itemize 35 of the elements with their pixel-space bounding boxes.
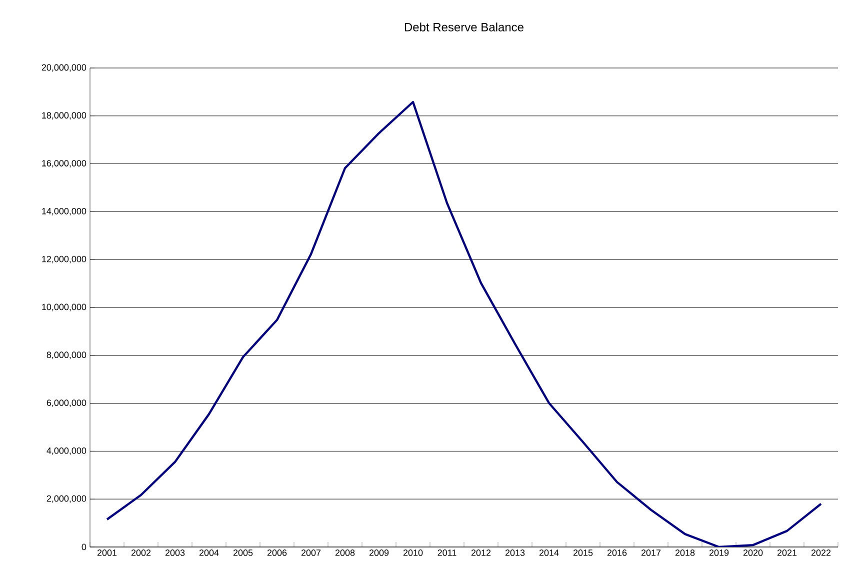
x-tick-label: 2019 bbox=[709, 550, 729, 556]
x-tick-label: 2006 bbox=[267, 550, 287, 556]
x-tick-label: 2021 bbox=[777, 550, 797, 556]
x-tick-label: 2008 bbox=[335, 550, 355, 556]
x-tick-label: 2018 bbox=[675, 550, 695, 556]
x-tick-label: 2020 bbox=[743, 550, 763, 556]
y-tick-label: 20,000,000 bbox=[42, 64, 86, 72]
y-tick-label: 10,000,000 bbox=[42, 304, 86, 312]
y-tick-label: 6,000,000 bbox=[46, 400, 86, 407]
y-tick-label: 0 bbox=[82, 544, 86, 550]
x-tick-label: 2003 bbox=[165, 550, 185, 556]
y-tick-label: 16,000,000 bbox=[42, 160, 86, 168]
y-tick-label: 12,000,000 bbox=[42, 256, 86, 264]
x-tick-label: 2011 bbox=[438, 550, 456, 556]
x-tick-label: 2017 bbox=[641, 550, 661, 556]
x-tick-label: 2009 bbox=[369, 550, 389, 556]
x-tick-label: 2005 bbox=[233, 550, 253, 556]
line-series bbox=[106, 100, 822, 547]
y-tick-label: 8,000,000 bbox=[46, 352, 86, 360]
y-tick-label: 14,000,000 bbox=[42, 208, 86, 216]
x-tick-label: 2004 bbox=[199, 550, 219, 556]
x-tick-label: 2002 bbox=[131, 550, 151, 556]
x-tick-label: 2022 bbox=[811, 550, 831, 556]
x-tick-label: 2007 bbox=[301, 550, 321, 556]
x-tick-label: 2016 bbox=[607, 550, 627, 556]
chart-title: Debt Reserve Balance bbox=[404, 22, 524, 32]
x-tick-label: 2014 bbox=[539, 550, 559, 556]
y-tick-label: 4,000,000 bbox=[46, 447, 86, 455]
x-tick-label: 2001 bbox=[97, 550, 117, 556]
x-tick-label: 2015 bbox=[573, 550, 593, 556]
x-tick-label: 2013 bbox=[505, 550, 525, 556]
x-tick-label: 2010 bbox=[403, 550, 423, 556]
y-tick-label: 18,000,000 bbox=[42, 112, 86, 120]
x-tick-label: 2012 bbox=[471, 550, 491, 556]
y-tick-label: 2,000,000 bbox=[46, 495, 86, 503]
